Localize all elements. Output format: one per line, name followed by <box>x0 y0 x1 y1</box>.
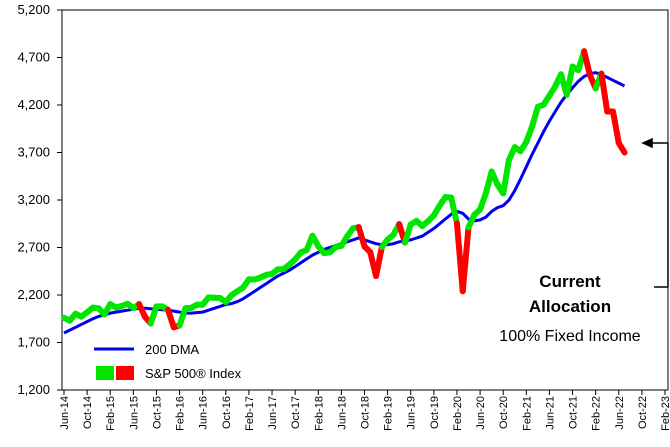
x-tick-label: Oct-16 <box>221 396 233 429</box>
sp500-segment <box>613 111 619 143</box>
sp500-segment <box>532 107 538 127</box>
x-tick-label: Jun-19 <box>406 396 418 430</box>
x-tick-label: Jun-14 <box>59 396 71 430</box>
annotation: Allocation <box>529 297 611 316</box>
x-tick-label: Feb-15 <box>105 396 117 431</box>
sp500-segment <box>503 160 509 193</box>
x-tick-label: Oct-21 <box>568 396 580 429</box>
sp500-segment <box>463 227 469 291</box>
y-tick-label: 1,700 <box>17 335 50 350</box>
x-tick-label: Jun-17 <box>267 396 279 430</box>
x-tick-label: Jun-21 <box>544 396 556 430</box>
x-tick-label: Jun-16 <box>198 396 210 430</box>
y-tick-label: 3,700 <box>17 145 50 160</box>
y-tick-label: 4,200 <box>17 97 50 112</box>
y-tick-label: 1,200 <box>17 382 50 397</box>
x-tick-label: Feb-16 <box>175 396 187 431</box>
x-tick-label: Jun-22 <box>614 396 626 430</box>
annotation: Current <box>539 272 601 291</box>
x-tick-label: Oct-19 <box>429 396 441 429</box>
sp500-segment <box>619 143 625 153</box>
x-tick-label: Oct-17 <box>290 396 302 429</box>
sp500-segment <box>584 51 590 75</box>
sp500-segment <box>359 227 365 246</box>
y-tick-label: 2,200 <box>17 287 50 302</box>
x-tick-label: Feb-18 <box>313 396 325 431</box>
x-tick-label: Oct-14 <box>82 396 94 429</box>
legend-swatch <box>96 366 114 380</box>
sp500-segment <box>451 198 457 224</box>
legend-label: 200 DMA <box>145 342 200 357</box>
x-tick-label: Feb-17 <box>244 396 256 431</box>
x-tick-label: Feb-20 <box>452 396 464 431</box>
annotation-bracket <box>643 139 668 287</box>
x-tick-label: Feb-19 <box>383 396 395 431</box>
x-tick-label: Feb-22 <box>591 396 603 431</box>
x-tick-label: Feb-21 <box>521 396 533 431</box>
y-tick-label: 5,200 <box>17 2 50 17</box>
x-tick-label: Jun-15 <box>128 396 140 430</box>
x-tick-label: Jun-20 <box>475 396 487 430</box>
y-tick-label: 3,200 <box>17 192 50 207</box>
x-tick-label: Jun-18 <box>336 396 348 430</box>
x-tick-label: Feb-23 <box>660 396 670 431</box>
x-tick-label: Oct-22 <box>637 396 649 429</box>
legend-label: S&P 500® Index <box>145 366 242 381</box>
y-tick-label: 4,700 <box>17 50 50 65</box>
sp500-segment <box>376 247 382 276</box>
x-tick-label: Oct-18 <box>360 396 372 429</box>
legend-swatch <box>116 366 134 380</box>
x-tick-label: Oct-15 <box>151 396 163 429</box>
y-tick-label: 2,700 <box>17 240 50 255</box>
dma-line <box>64 73 625 333</box>
x-tick-label: Oct-20 <box>498 396 510 429</box>
sp500-segment <box>601 74 607 112</box>
annotation: 100% Fixed Income <box>499 328 641 345</box>
